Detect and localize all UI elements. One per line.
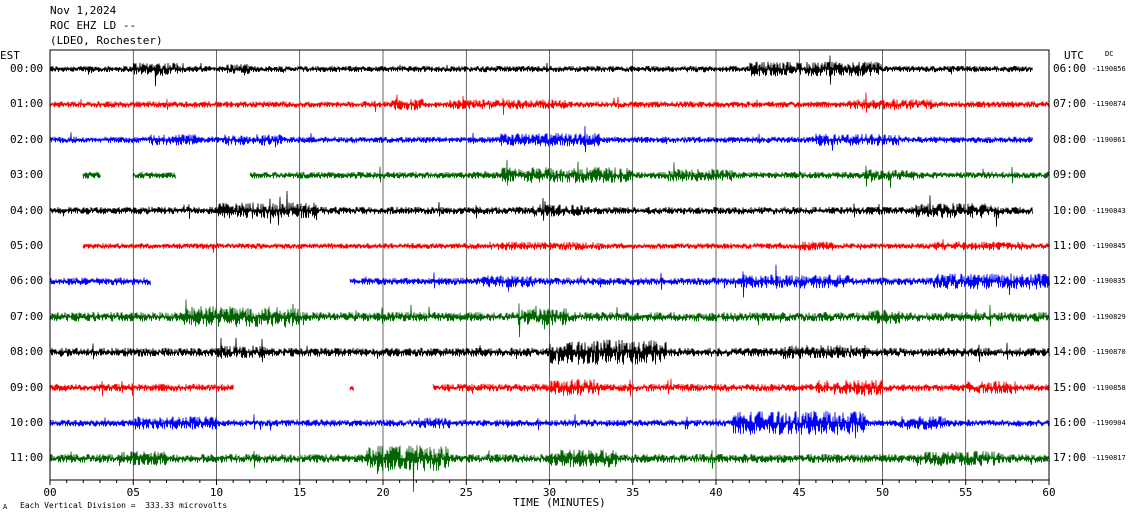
est-axis-label: EST [0,49,20,62]
dc-count-label: -1190870 [1092,348,1126,357]
dc-label: DC [1105,50,1114,58]
x-tick-label: 05 [126,486,140,499]
trace-0900-seg2 [432,378,1050,397]
trace-0000-seg0 [49,55,1033,87]
dc-count-label: -1190817 [1092,454,1126,463]
grid-lines [132,50,967,480]
dc-count-label: -1190861 [1092,135,1126,144]
right-time-label: 16:00 [1053,416,1087,429]
x-tick-label: 50 [875,486,890,499]
trace-0300-seg2 [249,159,1050,188]
left-time-label: 09:00 [10,380,44,394]
dc-count-label: -1190858 [1092,383,1126,392]
x-tick-label: 30 [542,486,557,499]
right-time-label: 08:00 [1053,132,1087,146]
plot-frame [49,49,1050,485]
left-time-label: 01:00 [10,97,44,111]
left-time-label: 07:00 [10,309,44,323]
x-tick-label: 35 [626,486,640,499]
trace-0200-seg0 [49,125,1033,153]
traces [49,55,1050,492]
chart-title: ROC EHZ LD -- [50,19,137,32]
dc-count-label: -1190843 [1092,206,1126,215]
trace-0300-seg1 [132,171,176,179]
left-time-label: 08:00 [10,345,44,359]
left-time-label: 10:00 [10,416,44,429]
x-axis-label: TIME (MINUTES) [513,496,606,509]
trace-0600-seg1 [349,264,1050,298]
dc-count-label: -1190856 [1092,65,1126,73]
trace-1000-seg0 [49,410,1050,439]
right-time-label: 10:00 [1053,203,1087,217]
right-time-label: 06:00 [1053,62,1087,75]
left-time-label: 11:00 [10,451,44,465]
scale-note: Each Vertical Division = 333.33 microvol… [20,501,228,510]
right-time-label: 15:00 [1053,380,1087,394]
right-time-label: 09:00 [1053,168,1087,182]
right-time-label: 17:00 [1053,451,1087,465]
dc-count-label: -1190829 [1092,312,1126,321]
dc-count-label: -1190835 [1092,277,1126,286]
right-time-label: 14:00 [1053,345,1087,359]
right-time-label: 12:00 [1053,274,1087,288]
x-tick-label: 25 [459,486,473,499]
right-time-label: 13:00 [1053,309,1087,323]
trace-1100-seg0 [49,445,1050,492]
trace-0300-seg0 [82,171,101,179]
x-tick-label: 60 [1042,486,1056,499]
x-tick-label: 15 [293,486,307,499]
station-network: (LDEO, Rochester) [50,34,163,47]
dc-count-label: -1190874 [1092,100,1126,109]
left-time-label: 05:00 [10,239,44,252]
left-time-label: 04:00 [10,203,44,217]
chart-date: Nov 1,2024 [50,4,117,17]
left-time-label: 00:00 [10,62,44,75]
trace-0600-seg0 [49,277,151,286]
trace-0500-seg0 [82,239,1050,253]
trace-0700-seg0 [49,299,1050,338]
trace-0400-seg0 [49,190,1033,227]
left-time-label: 03:00 [10,168,44,182]
utc-axis-label: UTC [1064,49,1084,62]
x-tick-label: 00 [43,486,57,499]
x-tick-label: 45 [792,486,806,499]
x-tick-label: 40 [709,486,723,499]
left-time-label: 02:00 [10,132,44,146]
trace-0800-seg0 [49,337,1050,365]
right-time-label: 07:00 [1053,97,1087,111]
trace-0900-seg1 [349,386,354,391]
left-time-label: 06:00 [10,274,44,288]
corner-mark: A [3,503,8,511]
x-tick-label: 55 [959,486,973,499]
dc-count-label: -1190845 [1092,242,1126,250]
x-tick-label: 10 [209,486,224,499]
right-time-label: 11:00 [1053,239,1087,252]
x-tick-label: 20 [376,486,390,499]
trace-0100-seg0 [49,92,1050,116]
trace-0900-seg0 [49,380,234,397]
dc-count-label: -1190904 [1092,419,1126,427]
